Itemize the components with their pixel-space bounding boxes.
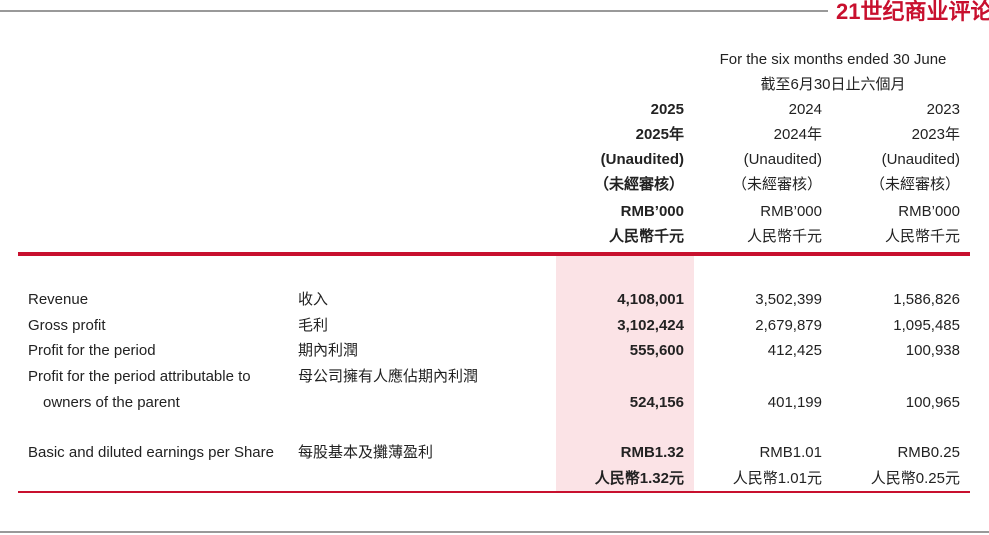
brand: 21世纪商业评论: [836, 0, 989, 24]
column-unit: RMB’000: [898, 203, 960, 220]
column-year: 2023: [926, 101, 960, 118]
row-label-zh: 母公司擁有人應佔期內利潤: [298, 367, 479, 385]
cell-value: 100,965: [905, 393, 960, 411]
column-audit: (Unaudited): [881, 151, 960, 168]
column-year-zh: 2023年: [911, 126, 960, 143]
cell-value: 555,600: [629, 342, 684, 359]
column-unit-zh: 人民幣千元: [608, 228, 684, 245]
bottom-rule: [0, 531, 989, 533]
column-unit: RMB’000: [620, 203, 684, 220]
period-zh: 截至6月30日止六個月: [760, 76, 906, 93]
row-label-zh: 期內利潤: [298, 342, 359, 359]
cell-value-zh: 人民幣1.32元: [594, 470, 684, 487]
top-rule: [0, 10, 828, 12]
cell-value: 1,586,826: [893, 291, 960, 308]
column-year-zh: 2025年: [635, 126, 684, 143]
cell-value: 3,102,424: [617, 316, 684, 334]
row-label-en: owners of the parent: [43, 393, 180, 411]
cell-value: 100,938: [905, 342, 960, 359]
column-audit-zh: （未經審核）: [731, 176, 822, 193]
column-year: 2025: [650, 101, 684, 118]
column-audit-zh: （未經審核）: [869, 176, 960, 193]
column-unit: RMB’000: [760, 203, 822, 220]
column-unit-zh: 人民幣千元: [746, 228, 822, 245]
cell-value: RMB1.01: [759, 444, 822, 461]
cell-value: 4,108,001: [617, 291, 684, 308]
row-label-zh: 毛利: [298, 316, 329, 334]
column-audit: (Unaudited): [600, 151, 684, 168]
cell-value: 412,425: [767, 342, 822, 359]
row-label-zh: 收入: [298, 291, 329, 308]
cell-value: RMB1.32: [620, 444, 684, 461]
column-year: 2024: [788, 101, 822, 118]
row-label-en: Gross profit: [28, 316, 106, 334]
cell-value-zh: 人民幣1.01元: [732, 470, 822, 487]
highlight-column: [556, 253, 694, 493]
cell-value: 2,679,879: [755, 316, 822, 334]
cell-value: RMB0.25: [897, 444, 960, 461]
cell-value-zh: 人民幣0.25元: [870, 470, 960, 487]
cell-value: 401,199: [767, 393, 822, 411]
row-label-zh: 每股基本及攤薄盈利: [298, 444, 434, 461]
column-year-zh: 2024年: [773, 126, 822, 143]
column-audit: (Unaudited): [743, 151, 822, 168]
cell-value: 3,502,399: [755, 291, 822, 308]
bottom-table-rule: [18, 491, 970, 493]
period-en: For the six months ended 30 June: [719, 51, 947, 68]
row-label-en: Profit for the period attributable to: [28, 367, 251, 385]
row-label-en: Basic and diluted earnings per Share: [28, 444, 274, 461]
cell-value: 1,095,485: [893, 316, 960, 334]
header-rule: [18, 252, 970, 256]
column-unit-zh: 人民幣千元: [884, 228, 960, 245]
row-label-en: Profit for the period: [28, 342, 156, 359]
column-audit-zh: （未經審核）: [593, 176, 684, 193]
cell-value: 524,156: [629, 393, 684, 411]
row-label-en: Revenue: [28, 291, 89, 308]
